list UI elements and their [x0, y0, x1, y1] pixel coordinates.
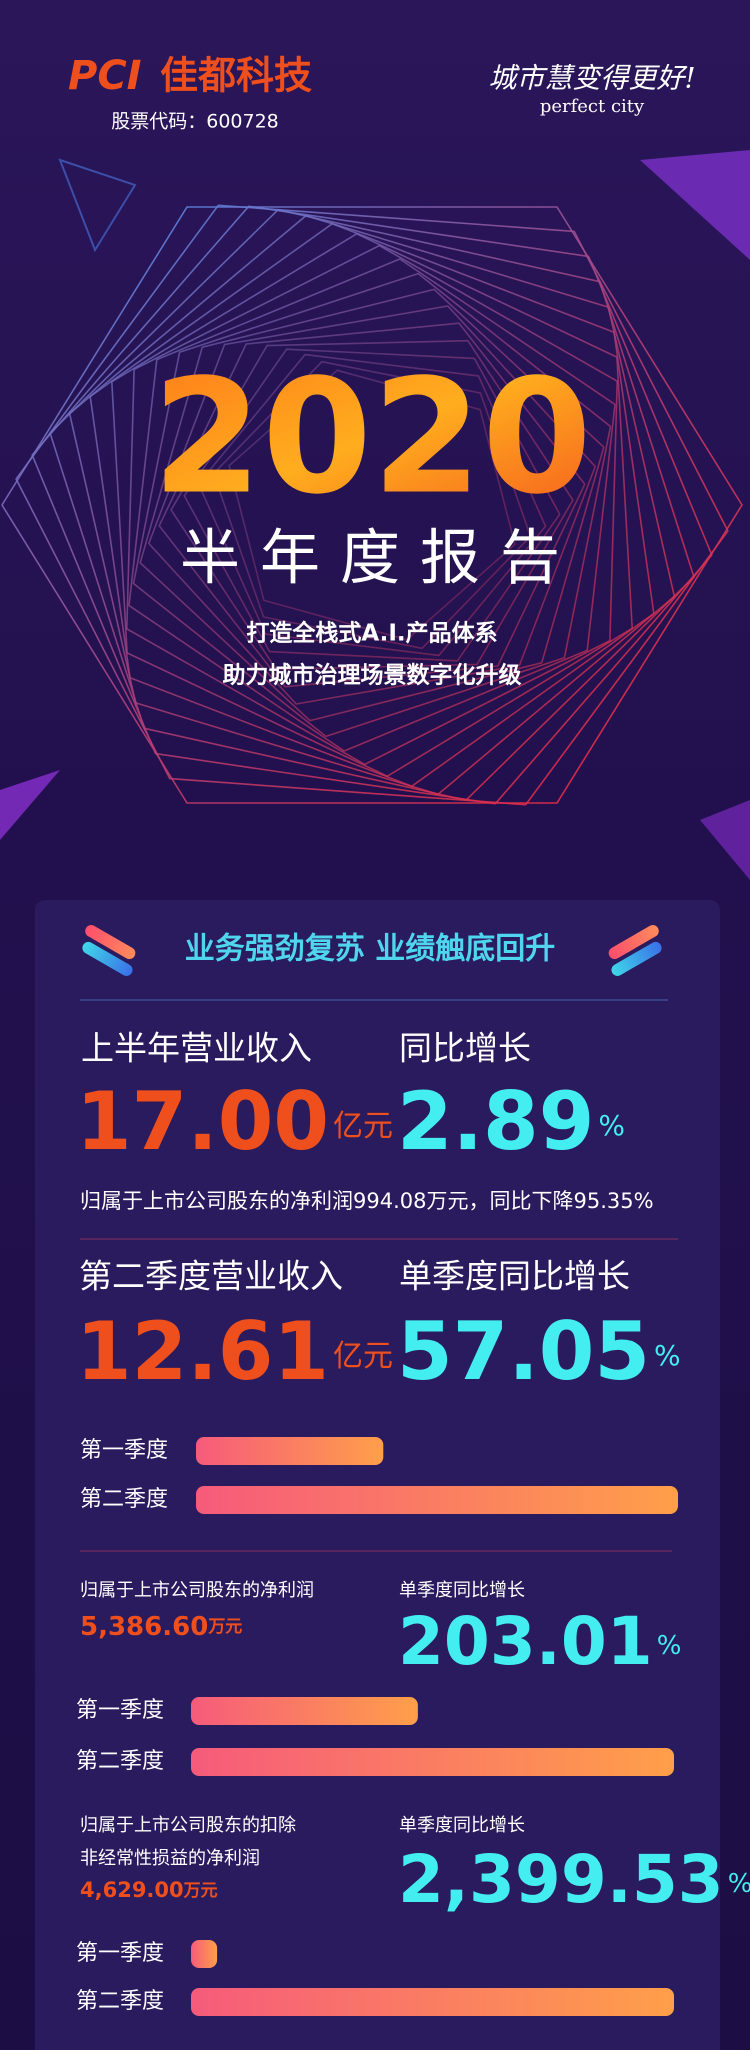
metric-label: 归属于上市公司股东的扣除: [80, 1815, 296, 1836]
pill-icon: [82, 925, 136, 976]
growth-value: 203.01%: [398, 1603, 681, 1680]
spiral-ring: [128, 258, 616, 752]
hero-subtitle: 打造全栈式A.I.产品体系: [246, 620, 497, 647]
bar-label: 第一季度: [76, 1941, 164, 1966]
pill-icon: [608, 925, 662, 976]
value: 5,386.60: [80, 1612, 208, 1642]
metric-label: 单季度同比增长: [399, 1580, 525, 1601]
metric-value: 12.61 亿元: [76, 1305, 393, 1398]
unit: %: [598, 1109, 625, 1142]
unit: 万元: [183, 1881, 218, 1901]
card-heading: 业务强劲复苏 业绩触底回升: [185, 932, 555, 967]
bar: [191, 1988, 674, 2016]
spiral-ring: [1, 206, 743, 804]
bar: [191, 1697, 418, 1725]
spiral-ring: [68, 214, 676, 796]
unit: 亿元: [333, 1109, 393, 1144]
spiral-ring: [31, 205, 713, 805]
spiral-ring: [49, 209, 695, 802]
metric-label: 同比增长: [399, 1029, 531, 1068]
company-name: 佳都科技: [160, 54, 312, 98]
logo-mark: PCI: [68, 53, 142, 99]
growth-value: 57.05%: [397, 1305, 681, 1398]
growth-value: 2,399.53%: [398, 1841, 750, 1918]
metric-label: 单季度同比增长: [399, 1257, 630, 1296]
triangle-decoration: [58, 158, 137, 253]
bar: [196, 1437, 384, 1465]
triangle-decoration: [640, 150, 750, 260]
value: 17.00: [76, 1075, 329, 1168]
metric-value: 4,629.00万元: [80, 1878, 218, 1902]
slogan: 城市慧变得更好!: [488, 62, 695, 95]
spiral-ring: [183, 348, 561, 662]
unit: %: [654, 1339, 681, 1372]
spiral-ring: [111, 233, 634, 778]
bar-label: 第一季度: [80, 1438, 168, 1463]
value: 203.01: [398, 1603, 653, 1680]
spiral-ring: [15, 204, 729, 806]
value: 2.89: [397, 1075, 594, 1168]
metric-label: 单季度同比增长: [399, 1815, 525, 1836]
spiral-ring: [126, 244, 619, 766]
value: 2,399.53: [398, 1841, 724, 1918]
unit: %: [728, 1869, 750, 1899]
value: 12.61: [76, 1305, 329, 1398]
spiral-ring: [139, 288, 605, 722]
bar-label: 第二季度: [76, 1989, 164, 2014]
hero-title: 半年度报告: [180, 524, 580, 594]
spiral-ring: [89, 223, 655, 788]
triangle-decoration: [0, 770, 60, 840]
metric-value: 5,386.60万元: [80, 1612, 242, 1642]
spiral-ring: [197, 353, 547, 657]
metric-label: 上半年营业收入: [81, 1029, 312, 1068]
slogan-en: perfect city: [540, 96, 645, 117]
metric-value: 17.00 亿元: [76, 1075, 393, 1168]
stock-code: 股票代码：600728: [111, 111, 279, 133]
unit: 万元: [207, 1617, 242, 1637]
bar-label: 第一季度: [76, 1698, 164, 1723]
unit: %: [657, 1631, 682, 1661]
bar: [196, 1486, 678, 1514]
bar: [191, 1748, 674, 1776]
hero-subtitle: 助力城市治理场景数字化升级: [223, 662, 522, 689]
unit: 亿元: [333, 1339, 393, 1374]
metric-label: 第二季度营业收入: [79, 1257, 343, 1296]
bar-label: 第二季度: [76, 1749, 164, 1774]
metric-label: 非经常性损益的净利润: [80, 1848, 260, 1869]
spiral-ring: [228, 369, 516, 641]
value: 57.05: [397, 1305, 650, 1398]
triangle-decoration: [700, 800, 750, 880]
spiral-ring: [212, 360, 532, 650]
metric-label: 归属于上市公司股东的净利润: [80, 1580, 314, 1601]
hero-year: 2020: [152, 345, 592, 529]
spiral-ring: [170, 339, 574, 671]
growth-value: 2.89%: [397, 1075, 625, 1168]
value: 4,629.00: [80, 1878, 184, 1902]
spiral-ring: [132, 272, 612, 738]
spiral-ring: [158, 322, 586, 688]
spiral-decoration: [1, 204, 743, 806]
note: 归属于上市公司股东的净利润994.08万元，同比下降95.35%: [80, 1189, 654, 1213]
spiral-ring: [148, 305, 597, 705]
bar-label: 第二季度: [80, 1487, 168, 1512]
bar: [191, 1940, 218, 1968]
